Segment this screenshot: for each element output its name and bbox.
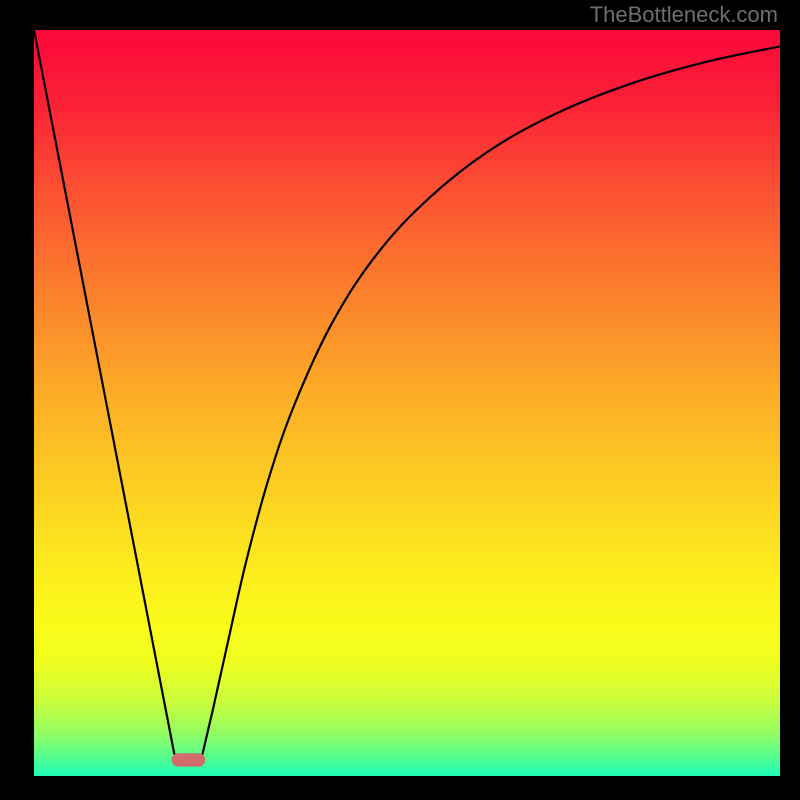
curve-left-branch: [34, 30, 174, 754]
chart-container: TheBottleneck.com: [0, 0, 800, 800]
plot-area: [34, 30, 780, 776]
watermark-label: TheBottleneck.com: [590, 2, 778, 28]
minimum-marker: [172, 753, 206, 766]
curve-overlay: [34, 30, 780, 776]
curve-right-branch: [203, 46, 780, 753]
